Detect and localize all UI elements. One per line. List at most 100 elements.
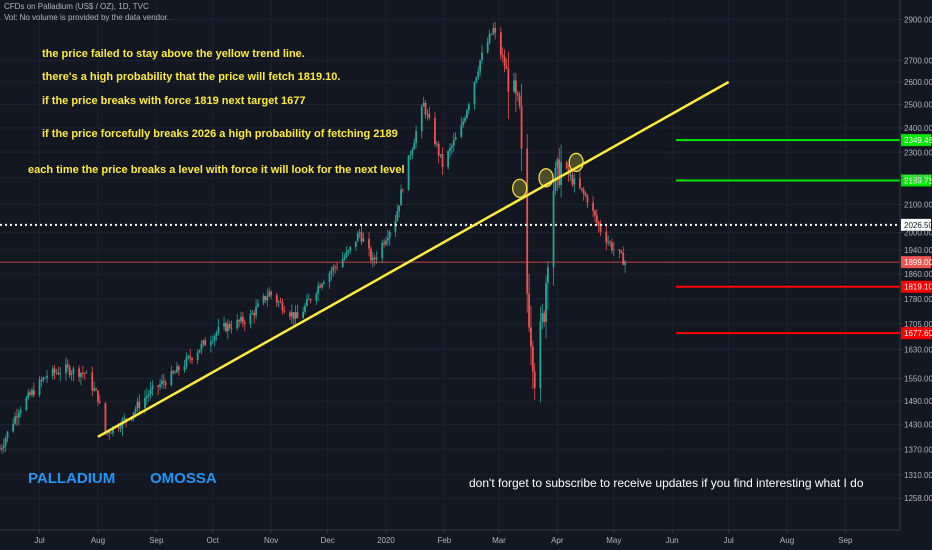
candle-body	[556, 159, 559, 168]
candle-body	[592, 202, 594, 211]
candle-body	[349, 246, 352, 251]
candle-body	[454, 137, 457, 141]
note-4: if the price forcefully breaks 2026 a hi…	[42, 128, 398, 140]
candle-body	[492, 27, 495, 35]
candle-body	[174, 372, 177, 374]
level-price-tag	[901, 280, 931, 293]
candle-body	[125, 418, 128, 421]
candle-body	[93, 388, 96, 391]
candle-body	[0, 447, 3, 450]
candle-body	[396, 211, 399, 221]
candle-body	[607, 242, 610, 243]
candle-body	[413, 142, 416, 150]
candle-body	[547, 267, 549, 283]
candle-body	[422, 102, 425, 107]
candle-body	[91, 372, 94, 391]
candle-body	[315, 293, 318, 301]
candle-body	[552, 190, 555, 268]
candle-body	[72, 368, 75, 374]
levels: 2349.46 2189.71 2026.50 1899.00 1819.10 1677.…	[0, 134, 932, 340]
candle-body	[292, 312, 295, 320]
candle-body	[343, 256, 346, 260]
candle-body	[17, 412, 20, 418]
level-price-label: 1899.00	[904, 258, 932, 267]
candle-body	[145, 396, 148, 398]
level-price-tag	[901, 134, 931, 147]
candle-body	[228, 323, 231, 328]
x-axis: Jul Aug Sep Oct Nov Dec 2020 Feb Mar Apr May Jun Jul…	[0, 529, 900, 545]
candle-body	[371, 257, 374, 261]
candle-body	[571, 175, 574, 185]
candle-body	[573, 178, 576, 185]
candle-body	[437, 143, 440, 156]
x-tick-label: Mar	[492, 536, 506, 545]
candle-body	[85, 372, 88, 374]
candle-body	[149, 389, 152, 395]
candle-body	[381, 242, 384, 258]
candle-body	[505, 66, 508, 69]
x-tick-label: Feb	[437, 536, 451, 545]
candle-body	[620, 251, 623, 253]
candle-body	[409, 155, 412, 156]
candle-body	[226, 323, 229, 332]
candle-body	[415, 131, 418, 143]
candle-body	[283, 310, 286, 313]
candle-body	[27, 392, 30, 399]
candle-body	[290, 312, 293, 317]
candle-body	[25, 398, 28, 410]
y-tick-label: 2100.00	[904, 200, 932, 209]
candle-body	[119, 428, 122, 430]
grid	[0, 0, 900, 530]
candle-body	[176, 366, 178, 373]
candle-body	[268, 291, 271, 297]
y-tick-label: 1310.00	[904, 471, 932, 480]
level-price-label: 2026.50	[904, 221, 932, 230]
candle-body	[402, 189, 404, 191]
level-price-label: 1819.10	[904, 283, 932, 292]
candle-body	[136, 401, 139, 409]
candle-body	[81, 372, 84, 374]
candle-body	[328, 273, 331, 283]
candle-body	[270, 291, 273, 296]
candle-body	[29, 392, 32, 395]
candle-body	[108, 431, 111, 434]
candle-body	[341, 259, 344, 268]
candle-body	[595, 215, 598, 223]
x-tick-label: Apr	[551, 536, 564, 545]
candle-body	[612, 249, 615, 251]
candle-body	[243, 322, 246, 325]
candle-body	[330, 270, 333, 274]
candle-body	[236, 319, 239, 329]
candle-body	[57, 372, 60, 375]
level-price-label: 2349.46	[904, 136, 932, 145]
candle-body	[467, 104, 470, 111]
candle-body	[97, 390, 99, 402]
candle-body	[289, 312, 291, 317]
note-3: if the price breaks with force 1819 next…	[42, 95, 306, 107]
candle-body	[560, 162, 562, 186]
candle-body	[516, 93, 519, 96]
candle-body	[450, 145, 453, 148]
candle-body	[565, 162, 568, 169]
candle-body	[388, 231, 391, 238]
candle-body	[132, 412, 135, 417]
candle-body	[473, 82, 476, 105]
candle-body	[38, 379, 41, 396]
candle-body	[253, 312, 256, 316]
candle-body	[211, 340, 214, 342]
candle-body	[159, 384, 161, 387]
candle-body	[530, 327, 532, 347]
candle-body	[460, 124, 463, 138]
candle-body	[225, 323, 227, 332]
candle-body	[164, 382, 167, 386]
candle-body	[196, 352, 199, 361]
candle-body	[277, 301, 280, 303]
x-tick-label: Jul	[34, 536, 44, 545]
candle-body	[309, 299, 312, 301]
candle-body	[599, 226, 602, 232]
candle-body	[385, 240, 387, 245]
candle-body	[424, 102, 427, 115]
candle-body	[611, 242, 613, 251]
